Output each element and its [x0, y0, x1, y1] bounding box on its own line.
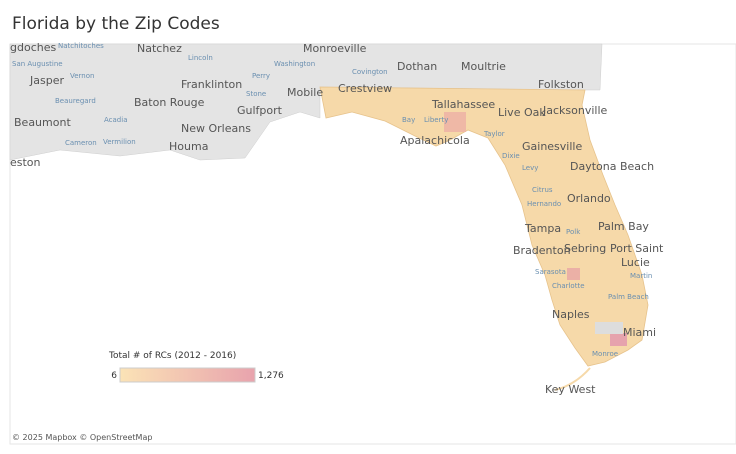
place-label: Monroeville	[303, 42, 367, 55]
legend-title: Total # of RCs (2012 - 2016)	[108, 351, 236, 361]
place-label: Miami	[623, 326, 656, 339]
small-label: Levy	[522, 164, 538, 172]
place-label: Jacksonville	[542, 104, 608, 117]
florida	[319, 86, 649, 367]
legend-gradient	[119, 367, 256, 383]
place-label: Tampa	[524, 222, 561, 235]
region	[567, 268, 580, 280]
place-label: Naples	[552, 308, 590, 321]
small-label: Acadia	[104, 116, 127, 124]
small-label: Citrus	[532, 186, 553, 194]
attribution: © 2025 Mapbox © OpenStreetMap	[12, 433, 152, 442]
region	[595, 322, 623, 334]
small-label: Taylor	[483, 130, 505, 138]
place-label: Daytona Beach	[570, 160, 654, 173]
small-label: Dixie	[502, 152, 520, 160]
small-label: Liberty	[424, 116, 448, 124]
small-label: Sarasota	[535, 268, 566, 276]
place-label: Tallahassee	[431, 98, 495, 111]
small-label: San Augustine	[12, 60, 63, 68]
place-label: Jasper	[29, 74, 64, 87]
place-label: Sebring	[564, 242, 606, 255]
place-label: Baton Rouge	[134, 96, 205, 109]
legend-min: 6	[111, 371, 117, 381]
place-label: Lucie	[621, 256, 650, 269]
small-label: Covington	[352, 68, 388, 76]
small-label: Polk	[566, 228, 581, 236]
place-label: Live Oak	[498, 106, 546, 119]
small-label: Hernando	[527, 200, 561, 208]
land	[9, 43, 603, 161]
small-label: Natchitoches	[58, 42, 104, 50]
small-label: Charlotte	[552, 282, 585, 290]
place-label: Moultrie	[461, 60, 506, 73]
small-label: Cameron	[65, 139, 97, 147]
small-label: Perry	[252, 72, 270, 80]
place-label: Bradenton	[513, 244, 571, 257]
small-label: Vermilion	[103, 138, 136, 146]
small-label: Stone	[246, 90, 266, 98]
place-label: Natchez	[137, 42, 182, 55]
legend-max: 1,276	[258, 371, 284, 381]
place-label: Franklinton	[181, 78, 242, 91]
title: Florida by the Zip Codes	[12, 14, 220, 34]
place-label: Dothan	[397, 60, 437, 73]
place-label: Gainesville	[522, 140, 582, 153]
place-label: Key West	[545, 383, 596, 396]
place-label: Gulfport	[237, 104, 283, 117]
region	[610, 333, 627, 346]
small-label: Lincoln	[188, 54, 213, 62]
small-label: Beauregard	[55, 97, 96, 105]
place-label: Orlando	[567, 192, 611, 205]
small-label: Washington	[274, 60, 315, 68]
place-label: Folkston	[538, 78, 584, 91]
small-label: Martin	[630, 272, 652, 280]
small-label: Palm Beach	[608, 293, 649, 301]
place-label: eston	[10, 156, 41, 169]
small-label: Monroe	[592, 350, 618, 358]
place-label: Houma	[169, 140, 208, 153]
place-label: Apalachicola	[400, 134, 470, 147]
place-label: Palm Bay	[598, 220, 649, 233]
small-label: Bay	[402, 116, 415, 124]
place-label: Beaumont	[14, 116, 71, 129]
place-label: gdoches	[10, 41, 56, 54]
place-label: Port Saint	[610, 242, 664, 255]
keys	[554, 367, 591, 391]
small-label: Vernon	[70, 72, 94, 80]
place-label: Mobile	[287, 86, 323, 99]
region	[444, 112, 466, 132]
place-label: New Orleans	[181, 122, 251, 135]
place-label: Crestview	[338, 82, 392, 95]
